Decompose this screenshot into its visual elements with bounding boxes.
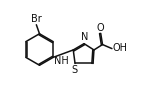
Text: N: N (81, 32, 88, 42)
Text: O: O (96, 23, 104, 33)
Text: S: S (72, 65, 78, 75)
Text: Br: Br (31, 14, 41, 24)
Text: OH: OH (112, 43, 127, 53)
Text: NH: NH (54, 56, 68, 66)
